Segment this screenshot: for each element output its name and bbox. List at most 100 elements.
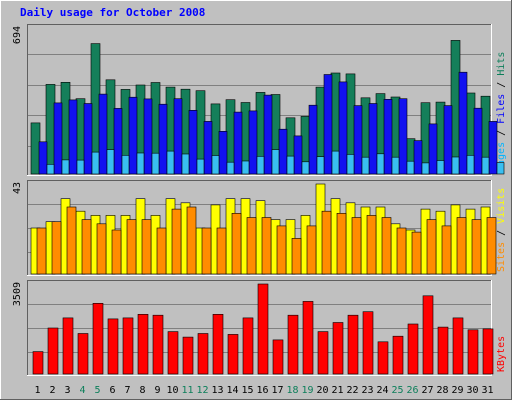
bar-files-day-28 — [443, 105, 453, 175]
bar-pages-day-5 — [106, 149, 115, 175]
bar-sites-day-17 — [276, 225, 287, 275]
bar-pages-day-7 — [136, 152, 145, 175]
x-tick-label: 15 — [241, 385, 253, 396]
bar-kbytes-day-22 — [347, 314, 359, 375]
bar-sites-day-28 — [441, 225, 452, 275]
bar-sites-day-13 — [216, 227, 227, 275]
bar-kbytes-day-2 — [47, 327, 59, 375]
bar-sites-day-25 — [396, 227, 407, 275]
bar-kbytes-day-6 — [107, 318, 119, 375]
axis-label-segment: Files — [496, 94, 507, 124]
bar-pages-day-22 — [361, 156, 370, 175]
bar-files-day-24 — [383, 99, 393, 175]
x-tick-label: 11 — [181, 385, 193, 396]
bar-kbytes-day-13 — [212, 313, 224, 375]
bar-sites-day-23 — [366, 215, 377, 275]
axis-label-segment: / — [496, 124, 507, 142]
bar-files-day-3 — [68, 99, 78, 175]
bar-sites-day-29 — [456, 217, 467, 275]
bar-sites-day-16 — [261, 217, 272, 275]
bar-files-day-10 — [173, 98, 183, 175]
y-axis-max-label: 694 — [12, 26, 23, 44]
bar-files-day-7 — [128, 96, 138, 175]
bar-kbytes-day-23 — [362, 311, 374, 375]
bar-pages-day-6 — [121, 155, 130, 175]
bar-sites-day-2 — [51, 221, 62, 275]
bar-pages-day-10 — [181, 153, 190, 175]
bar-files-day-17 — [278, 128, 288, 175]
bar-sites-day-5 — [96, 223, 107, 275]
bar-pages-day-2 — [61, 159, 70, 175]
bar-kbytes-day-25 — [392, 335, 404, 375]
bar-files-day-25 — [398, 98, 408, 175]
bar-sites-day-8 — [141, 219, 152, 275]
bar-files-day-30 — [473, 107, 483, 175]
x-tick-label: 29 — [451, 385, 463, 396]
x-tick-label: 9 — [154, 385, 160, 396]
bar-kbytes-day-14 — [227, 334, 239, 375]
bar-hits-day-2 — [45, 84, 56, 175]
bar-sites-day-24 — [381, 217, 392, 275]
bar-files-day-12 — [203, 121, 213, 175]
bar-kbytes-day-7 — [122, 317, 134, 375]
x-tick-label: 6 — [109, 385, 115, 396]
bar-kbytes-day-26 — [407, 323, 419, 375]
bar-files-day-6 — [113, 108, 123, 175]
x-tick-label: 2 — [49, 385, 55, 396]
bar-kbytes-day-16 — [257, 283, 269, 375]
bar-sites-day-22 — [351, 217, 362, 275]
bar-kbytes-day-15 — [242, 317, 254, 375]
bar-pages-day-12 — [211, 155, 220, 175]
bar-files-day-5 — [98, 93, 108, 175]
x-tick-label: 22 — [346, 385, 358, 396]
bar-files-day-31 — [488, 121, 498, 175]
y-axis-series-label: KBytes — [496, 336, 507, 372]
bar-sites-day-26 — [411, 231, 422, 275]
bar-pages-day-21 — [346, 154, 355, 175]
bar-pages-day-23 — [376, 153, 385, 175]
x-tick-label: 12 — [196, 385, 208, 396]
bar-files-day-13 — [218, 131, 228, 175]
bar-pages-day-3 — [76, 159, 85, 175]
bar-pages-day-31 — [496, 162, 505, 175]
bar-sites-day-30 — [471, 219, 482, 275]
bar-files-day-27 — [428, 123, 438, 175]
bar-sites-day-7 — [126, 219, 137, 275]
bar-kbytes-day-5 — [92, 302, 104, 375]
x-tick-label: 31 — [481, 385, 493, 396]
bar-files-day-19 — [308, 104, 318, 175]
axis-label-segment: Visits — [496, 188, 507, 224]
bar-kbytes-day-4 — [77, 333, 89, 375]
y-axis-series-label: Pages / Files / Hits — [496, 52, 507, 172]
y-axis-max-label: 43 — [12, 182, 23, 194]
bar-sites-day-18 — [291, 238, 302, 275]
bar-pages-day-19 — [316, 156, 325, 175]
bar-kbytes-day-17 — [272, 339, 284, 375]
bar-pages-day-24 — [391, 156, 400, 175]
x-tick-label: 27 — [421, 385, 433, 396]
bar-kbytes-day-21 — [332, 322, 344, 375]
x-tick-label: 8 — [139, 385, 145, 396]
x-tick-label: 20 — [316, 385, 328, 396]
bar-kbytes-day-8 — [137, 313, 149, 375]
bar-pages-day-16 — [271, 149, 280, 175]
x-tick-label: 26 — [406, 385, 418, 396]
x-tick-label: 30 — [466, 385, 478, 396]
bar-files-day-14 — [233, 111, 243, 175]
x-tick-label: 21 — [331, 385, 343, 396]
bar-pages-day-4 — [91, 151, 100, 175]
bar-files-day-15 — [248, 110, 258, 175]
bar-pages-day-26 — [421, 162, 430, 175]
x-tick-label: 13 — [211, 385, 223, 396]
bar-kbytes-day-19 — [302, 301, 314, 375]
x-tick-label: 10 — [166, 385, 178, 396]
bar-pages-day-25 — [406, 160, 415, 175]
bar-files-day-18 — [293, 135, 303, 175]
bar-pages-day-29 — [466, 155, 475, 175]
bar-sites-day-9 — [156, 227, 167, 275]
x-tick-label: 18 — [286, 385, 298, 396]
bar-kbytes-day-18 — [287, 314, 299, 375]
x-tick-label: 25 — [391, 385, 403, 396]
bar-kbytes-day-28 — [437, 326, 449, 375]
